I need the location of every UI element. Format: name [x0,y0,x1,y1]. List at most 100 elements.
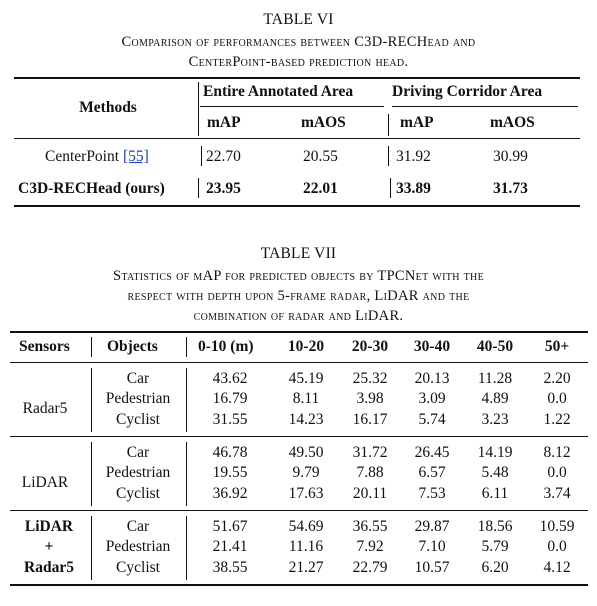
table6-sub-map-2: mAP [400,114,434,131]
table7-cell: 0.0 [547,464,567,481]
table7-cell: 7.53 [418,485,446,502]
table6-sub-map-1: mAP [207,114,241,131]
table7-cell: 36.92 [212,485,248,502]
table7-cell: 4.89 [481,390,509,407]
table7-cell: 8.11 [292,390,320,407]
table7-cell: 4.12 [543,559,571,576]
table6-vbar-header-2 [388,114,389,136]
table6-header-methods: Methods [79,99,137,116]
table6-header-driving-corridor: Driving Corridor Area [392,83,543,100]
table7-col-50-plus: 50+ [544,338,570,355]
table7-object: Car [126,444,150,461]
table7-object: Pedestrian [105,390,171,407]
table7-col-0-10: 0-10 (m) [198,338,254,355]
table6-cmidrule-1 [200,106,384,107]
table7-cell: 3.09 [418,390,446,407]
table7-cell: 54.69 [288,518,324,535]
table7-cell: 14.23 [288,411,324,428]
table6-title: TABLE VI [263,11,334,28]
table7-cell: 8.12 [543,444,571,461]
table7-bottom-rule [10,584,588,586]
table7-title: TABLE VII [260,245,337,262]
table7-vbar [91,442,92,506]
table6-cell: 31.73 [493,180,528,197]
table7-sensor-lidar-combo: LiDAR [24,518,74,535]
table7-col-40-50: 40-50 [476,338,514,355]
table7-cell: 16.79 [212,390,248,407]
table7-cell: 3.23 [481,411,509,428]
table7-vbar [91,516,92,580]
table7-caption-line-1: Statistics of mAP for predicted objects … [113,268,484,284]
table7-cell: 3.74 [543,485,571,502]
table6-caption-line-2: CenterPoint-based prediction head. [188,54,409,70]
table7-cell: 7.88 [356,464,384,481]
table7-object: Car [126,370,150,387]
table6-cell: 30.99 [493,148,528,165]
table7-col-objects: Objects [107,338,158,355]
citation-link[interactable]: [55] [122,148,149,165]
table7-caption-line-3: combination of radar and LiDAR. [193,308,404,324]
table6-cell: 22.70 [206,148,241,165]
table6-vbar [390,178,391,198]
table7-object: Pedestrian [105,538,171,555]
table7-cell: 6.11 [481,485,509,502]
table7-cell: 22.79 [352,559,388,576]
table7-sensor-radar5-combo: Radar5 [24,559,74,576]
table7-cell: 49.50 [288,444,324,461]
table7-cell: 3.98 [356,390,384,407]
table7-cell: 5.48 [481,464,509,481]
table7-sensor-plus: + [44,538,54,555]
table6-vbar [201,146,202,166]
table6-row-method-centerpoint: CenterPoint [55] [45,148,149,165]
table7-cell: 25.32 [352,370,388,387]
table7-cell: 26.45 [414,444,450,461]
table7-col-30-40: 30-40 [413,338,451,355]
table7-col-10-20: 10-20 [287,338,325,355]
table7-cell: 29.87 [414,518,450,535]
table6-cell: 23.95 [206,180,241,197]
table7-header-rule [10,362,588,363]
table7-cell: 51.67 [212,518,248,535]
table6-sub-maos-2: mAOS [490,114,535,131]
table7-object: Cyclist [116,559,160,576]
table7-cell: 20.13 [414,370,450,387]
table7-cell: 46.78 [212,444,248,461]
table6-vbar [388,146,389,166]
table7-cell: 17.63 [288,485,324,502]
table6-vbar-header-1 [198,82,199,136]
table7-vbar [186,337,187,357]
table7-cell: 5.79 [481,538,509,555]
table7-cell: 11.16 [288,538,324,555]
table7-cell: 9.79 [292,464,320,481]
table7-cell: 0.0 [547,390,567,407]
table7-cell: 6.20 [481,559,509,576]
table7-cell: 45.19 [288,370,324,387]
table7-sensor-radar5: Radar5 [22,400,68,417]
table7-cell: 10.59 [539,518,575,535]
table6-cell: 33.89 [396,180,431,197]
table7-col-sensors: Sensors [19,338,70,355]
table7-cell: 43.62 [212,370,248,387]
table7-cell: 21.27 [288,559,324,576]
table7-cell: 11.28 [477,370,513,387]
table7-cell: 6.57 [418,464,446,481]
table6-caption-line-1: Comparison of performances between C3D-R… [121,34,476,50]
table7-top-rule [10,331,588,333]
table6-cell: 22.01 [303,180,338,197]
table7-cell: 1.22 [543,411,571,428]
table6-header-entire-area: Entire Annotated Area [203,83,354,100]
table6-cmidrule-2 [392,106,578,107]
table6-top-rule [14,77,580,79]
table6-sub-maos-1: mAOS [301,114,346,131]
table7-cell: 2.20 [543,370,571,387]
table6-mid-rule [14,138,580,139]
table7-sensor-lidar: LiDAR [21,474,69,491]
table7-caption-line-2: respect with depth upon 5-frame radar, L… [127,288,470,304]
table7-cell: 20.11 [352,485,388,502]
table7-object: Car [126,518,150,535]
table7-cell: 31.55 [212,411,248,428]
table7-object: Pedestrian [105,464,171,481]
table7-cell: 38.55 [212,559,248,576]
table7-vbar [186,516,187,580]
table7-object: Cyclist [116,411,160,428]
